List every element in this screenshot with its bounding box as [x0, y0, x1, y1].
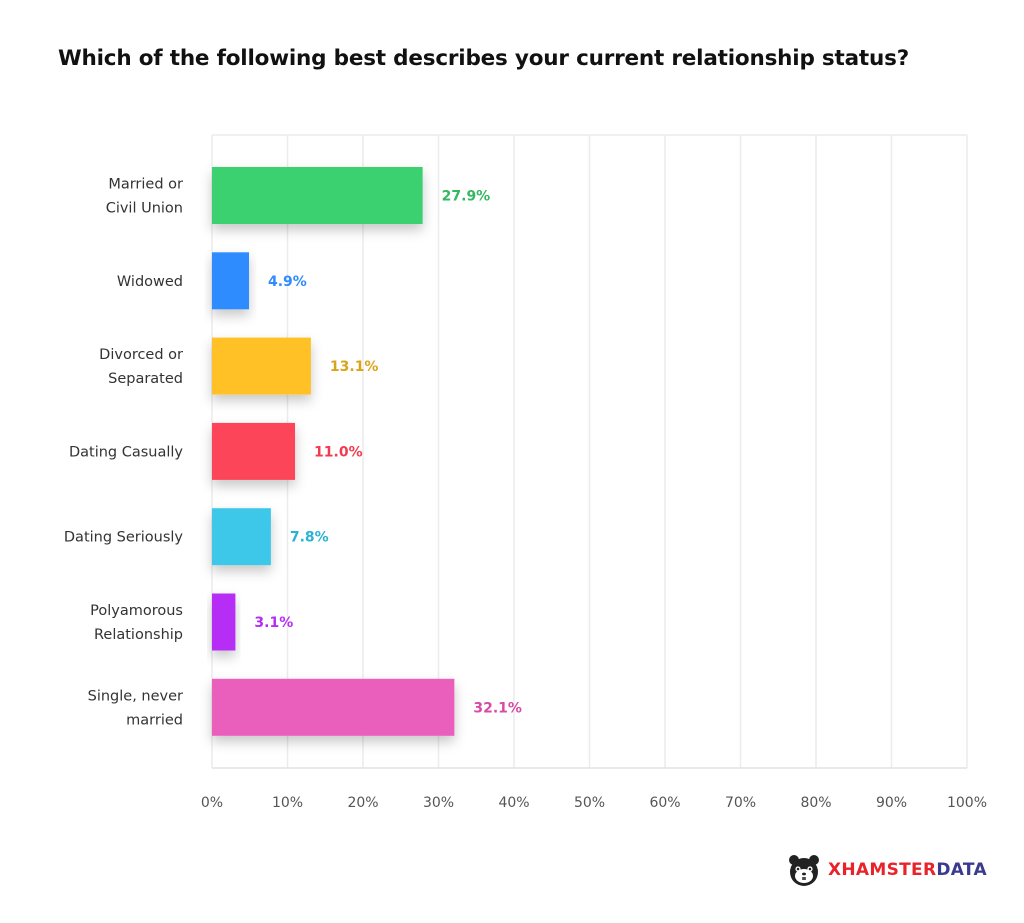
- bar: [212, 337, 311, 395]
- bar: [212, 252, 249, 310]
- bar: [212, 508, 271, 566]
- category-label: Polyamorous: [90, 603, 183, 619]
- x-tick-label: 90%: [876, 795, 907, 811]
- category-label: Separated: [108, 371, 183, 387]
- brand-logo: XHAMSTERDATA: [786, 852, 987, 888]
- logo-text-xhamster: XHAMSTER: [828, 860, 937, 880]
- chart-bars: [212, 167, 455, 736]
- category-labels: Married or Civil Union Widowed Divorced or S…: [64, 177, 184, 729]
- data-label: 27.9%: [442, 189, 491, 205]
- bar: [212, 678, 455, 736]
- data-label: 4.9%: [268, 274, 307, 290]
- category-label: Single, never: [88, 688, 183, 704]
- x-tick-label: 40%: [498, 795, 529, 811]
- x-axis-ticks: 0% 10% 20% 30% 40% 50% 60% 70% 80% 90% 100%: [201, 795, 987, 811]
- category-label: Dating Seriously: [64, 530, 184, 546]
- bar: [212, 422, 296, 480]
- x-tick-label: 20%: [347, 795, 378, 811]
- x-tick-label: 10%: [272, 795, 303, 811]
- bar: [212, 167, 423, 224]
- category-label: Divorced or: [99, 347, 183, 363]
- category-label: Dating Casually: [69, 444, 183, 460]
- hamster-face-icon: [789, 855, 819, 886]
- category-label: Widowed: [117, 274, 183, 290]
- category-label: Married or: [108, 177, 183, 193]
- data-label: 13.1%: [330, 359, 379, 375]
- x-tick-label: 0%: [201, 795, 223, 811]
- data-label: 7.8%: [290, 530, 329, 546]
- data-label: 32.1%: [473, 700, 522, 716]
- x-tick-label: 60%: [649, 795, 680, 811]
- x-tick-label: 70%: [725, 795, 756, 811]
- category-label: Civil Union: [106, 201, 183, 217]
- x-tick-label: 100%: [947, 795, 987, 811]
- data-label: 3.1%: [254, 615, 293, 631]
- x-tick-label: 30%: [423, 795, 454, 811]
- x-tick-label: 50%: [574, 795, 605, 811]
- bar: [212, 593, 236, 651]
- logo-text: XHAMSTERDATA: [828, 860, 987, 880]
- x-tick-label: 80%: [800, 795, 831, 811]
- category-label: Relationship: [94, 627, 183, 643]
- data-label: 11.0%: [314, 444, 363, 460]
- chart-title: Which of the following best describes yo…: [58, 46, 909, 71]
- logo-text-data: DATA: [936, 860, 987, 880]
- category-label: married: [126, 712, 183, 728]
- value-labels: 27.9% 4.9% 13.1% 11.0% 7.8% 3.1% 32.1%: [254, 189, 522, 717]
